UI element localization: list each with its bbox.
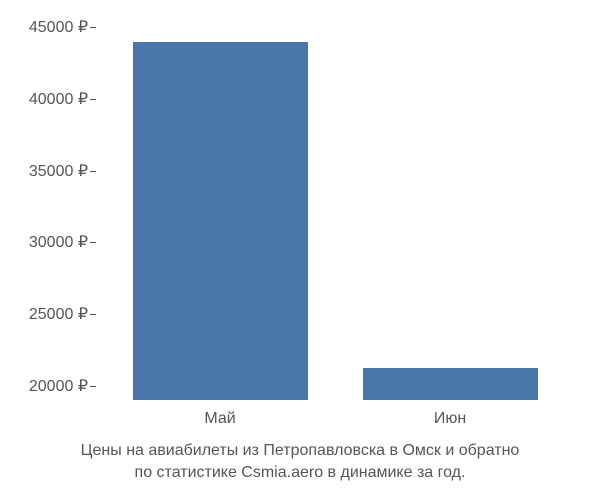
chart-caption: Цены на авиабилеты из Петропавловска в О…: [0, 440, 600, 483]
bar-june: [363, 368, 538, 400]
x-tick-label: Май: [204, 410, 235, 428]
y-tick-label: 40000 ₽: [29, 89, 88, 109]
price-bar-chart: 20000 ₽ 25000 ₽ 30000 ₽ 35000 ₽ 40000 ₽ 45000…: [0, 0, 600, 500]
y-tick-label: 25000 ₽: [29, 304, 88, 324]
plot-area: [95, 20, 575, 400]
caption-line-2: по статистике Csmia.aero в динамике за г…: [135, 464, 466, 481]
y-tick-mark: [90, 99, 96, 100]
y-tick-mark: [90, 171, 96, 172]
y-tick-label: 30000 ₽: [29, 232, 88, 252]
y-tick-label: 45000 ₽: [29, 17, 88, 37]
y-tick-label: 20000 ₽: [29, 376, 88, 396]
x-tick-label: Июн: [434, 410, 466, 428]
y-tick-mark: [90, 27, 96, 28]
y-tick-mark: [90, 314, 96, 315]
y-tick-mark: [90, 242, 96, 243]
caption-line-1: Цены на авиабилеты из Петропавловска в О…: [81, 442, 520, 459]
bar-may: [133, 42, 308, 400]
y-tick-label: 35000 ₽: [29, 161, 88, 181]
y-tick-mark: [90, 386, 96, 387]
